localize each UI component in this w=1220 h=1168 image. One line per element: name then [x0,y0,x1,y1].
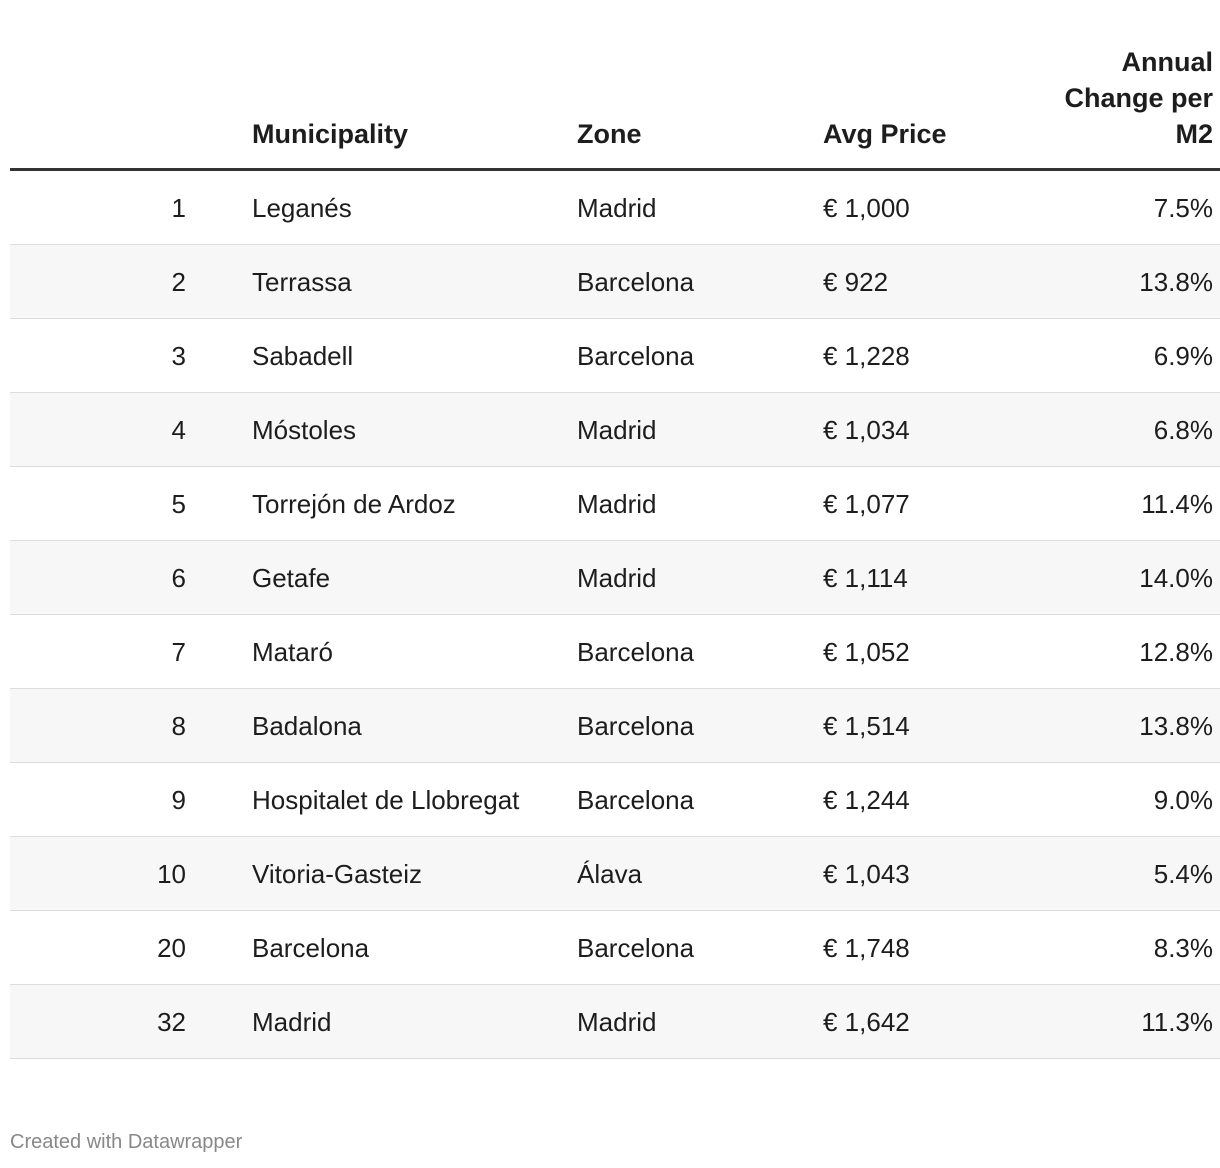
table-cell: 7.5% [1043,169,1220,245]
footer: Created with Datawrapper [10,1131,243,1153]
table-cell: Madrid [577,984,823,1059]
table-cell: Barcelona [577,762,823,837]
table-cell: 8.3% [1043,910,1220,985]
table-cell: € 922 [823,244,1043,319]
table-cell: 32 [10,984,252,1059]
table-row: 2 Terrassa Barcelona € 922 13.8% [10,244,1220,319]
table-cell: € 1,043 [823,836,1043,911]
table-body: 1 Leganés Madrid € 1,000 7.5% 2 Terrassa Barcel… [10,169,1220,1059]
table-cell: € 1,748 [823,910,1043,985]
table-cell: 4 [10,392,252,467]
table-cell: 10 [10,836,252,911]
table-cell: Barcelona [577,318,823,393]
table-cell: Álava [577,836,823,911]
table-cell: Barcelona [577,688,823,763]
table-row: 20 Barcelona Barcelona € 1,748 8.3% [10,910,1220,985]
table-row: 32 Madrid Madrid € 1,642 11.3% [10,984,1220,1059]
table-cell: € 1,000 [823,169,1043,245]
table-cell: 12.8% [1043,614,1220,689]
table-cell: € 1,244 [823,762,1043,837]
table-header: Municipality Zone Avg Price Annual Chang… [10,44,1220,171]
table-cell: Badalona [252,688,577,763]
table-cell: Móstoles [252,392,577,467]
table-cell: 20 [10,910,252,985]
table-cell: Barcelona [577,910,823,985]
table-row: 3 Sabadell Barcelona € 1,228 6.9% [10,318,1220,393]
table-cell: 9.0% [1043,762,1220,837]
table-cell: 6.8% [1043,392,1220,467]
table-cell: € 1,077 [823,466,1043,541]
table-cell: 11.4% [1043,466,1220,541]
table-cell: Getafe [252,540,577,615]
table-cell: 13.8% [1043,244,1220,319]
table-cell: Hospitalet de Llobregat [252,762,577,837]
table-cell: 11.3% [1043,984,1220,1059]
table-cell: 2 [10,244,252,319]
table-cell: € 1,514 [823,688,1043,763]
table-cell: Terrassa [252,244,577,319]
table-cell: Leganés [252,169,577,245]
table-cell: Torrejón de Ardoz [252,466,577,541]
table-cell: Vitoria-Gasteiz [252,836,577,911]
table-cell: Barcelona [577,614,823,689]
table-row: 4 Móstoles Madrid € 1,034 6.8% [10,392,1220,467]
table-cell: 6.9% [1043,318,1220,393]
table-cell: 1 [10,169,252,245]
table-cell: Madrid [577,540,823,615]
table-cell: 5.4% [1043,836,1220,911]
header-cell [10,44,252,171]
table-row: 6 Getafe Madrid € 1,114 14.0% [10,540,1220,615]
table-cell: € 1,052 [823,614,1043,689]
table-cell: 8 [10,688,252,763]
table-cell: 14.0% [1043,540,1220,615]
table-cell: Barcelona [577,244,823,319]
table-cell: 13.8% [1043,688,1220,763]
table-cell: 7 [10,614,252,689]
table-cell: Barcelona [252,910,577,985]
table-row: 7 Mataró Barcelona € 1,052 12.8% [10,614,1220,689]
table-cell: € 1,228 [823,318,1043,393]
table-cell: 6 [10,540,252,615]
header-cell: Annual Change per M2 [1043,44,1220,171]
table-cell: € 1,642 [823,984,1043,1059]
table-cell: 5 [10,466,252,541]
table-row: 1 Leganés Madrid € 1,000 7.5% [10,169,1220,245]
table-cell: € 1,114 [823,540,1043,615]
table-row: 8 Badalona Barcelona € 1,514 13.8% [10,688,1220,763]
table-cell: 3 [10,318,252,393]
table-cell: Madrid [252,984,577,1059]
header-row: Municipality Zone Avg Price Annual Chang… [10,44,1220,171]
table: Municipality Zone Avg Price Annual Chang… [10,44,1220,1059]
table-row: 9 Hospitalet de Llobregat Barcelona € 1,244… [10,762,1220,837]
header-cell: Avg Price [823,44,1043,171]
table-container: Municipality Zone Avg Price Annual Chang… [10,44,1220,1059]
table-row: 5 Torrejón de Ardoz Madrid € 1,077 11.4% [10,466,1220,541]
table-cell: Mataró [252,614,577,689]
header-cell: Zone [577,44,823,171]
table-cell: € 1,034 [823,392,1043,467]
table-row: 10 Vitoria-Gasteiz Álava € 1,043 5.4% [10,836,1220,911]
table-cell: 9 [10,762,252,837]
table-cell: Sabadell [252,318,577,393]
table-cell: Madrid [577,392,823,467]
table-cell: Madrid [577,466,823,541]
header-cell: Municipality [252,44,577,171]
table-cell: Madrid [577,169,823,245]
